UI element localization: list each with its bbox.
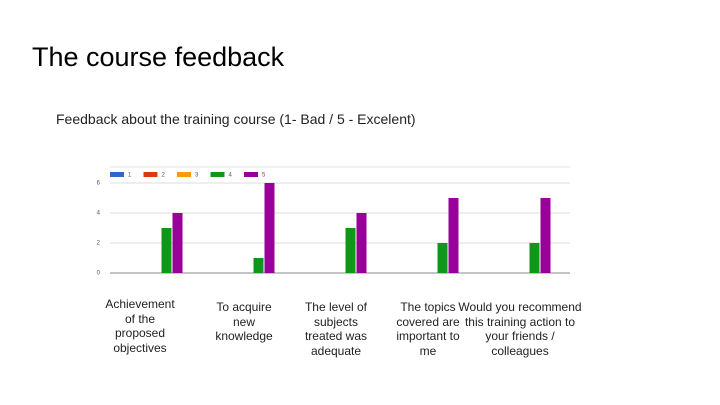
- legend-label: 4: [229, 173, 233, 179]
- legend-swatch: [210, 172, 225, 177]
- x-tick-label: The level of subjects treated was adequa…: [304, 300, 368, 358]
- legend-swatch: [143, 172, 158, 177]
- bar: [172, 213, 183, 273]
- legend-label: 5: [262, 173, 266, 179]
- bar: [448, 198, 459, 273]
- bar: [161, 228, 172, 273]
- x-tick-label: Achievement of the proposed objectives: [105, 297, 175, 355]
- chart-title: Feedback about the training course (1- B…: [56, 111, 416, 127]
- bar: [437, 243, 448, 273]
- legend-swatch: [110, 172, 124, 177]
- x-tick-label: To acquire new knowledge: [215, 300, 273, 343]
- legend-label: 3: [195, 173, 199, 179]
- legend-swatch: [244, 172, 258, 177]
- bar: [356, 213, 367, 273]
- bar: [345, 228, 356, 273]
- y-tick-label: 2: [97, 241, 101, 247]
- legend-label: 2: [162, 173, 166, 179]
- legend-swatch: [177, 172, 191, 177]
- y-tick-label: 0: [97, 271, 101, 277]
- bar: [529, 243, 540, 273]
- x-tick-label: Would you recommend this training action…: [458, 300, 582, 358]
- slide-title: The course feedback: [32, 42, 285, 72]
- x-tick-label: The topics covered are important to me: [396, 300, 460, 358]
- legend-label: 1: [128, 173, 132, 179]
- bar: [540, 198, 551, 273]
- y-tick-label: 6: [97, 181, 101, 187]
- bar: [264, 183, 275, 273]
- bar: [253, 258, 264, 273]
- y-tick-label: 4: [97, 211, 101, 217]
